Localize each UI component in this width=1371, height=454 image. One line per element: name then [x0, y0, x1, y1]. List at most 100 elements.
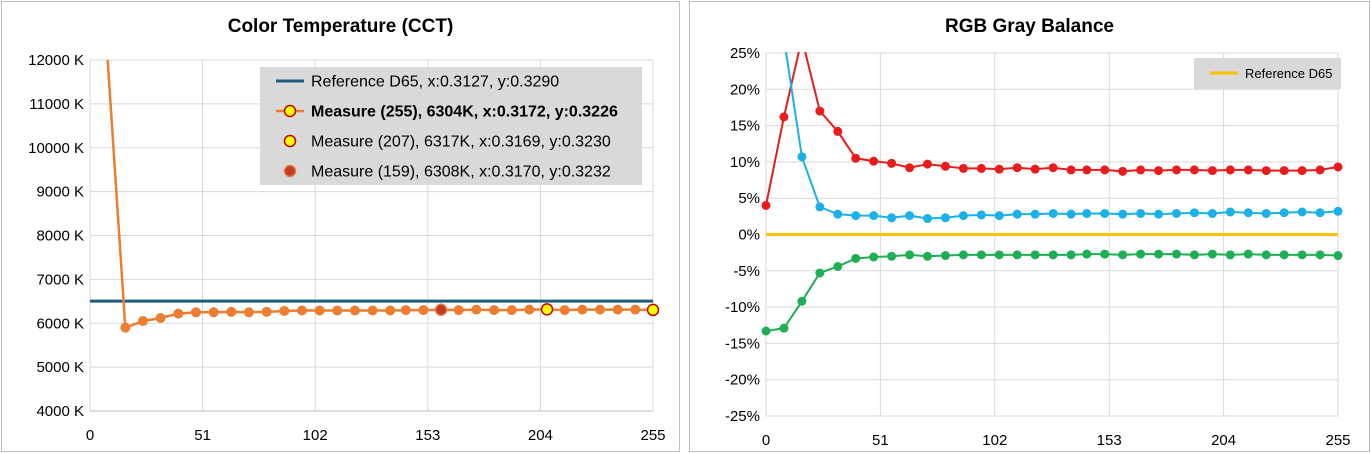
- measure-255-point: [453, 305, 464, 316]
- measure-255-point: [595, 304, 606, 315]
- legend-swatch-marker: [283, 164, 297, 178]
- blue-channel-point: [1189, 208, 1199, 218]
- green-channel-point: [1225, 250, 1235, 260]
- measure-255-point: [506, 305, 517, 316]
- blue-channel-point: [833, 209, 843, 219]
- green-channel-point: [1136, 249, 1146, 259]
- red-channel-point: [1189, 165, 1199, 175]
- cct-legend: [260, 67, 642, 185]
- red-channel-point: [761, 200, 771, 210]
- green-channel-point: [833, 261, 843, 271]
- green-channel-point: [923, 251, 933, 261]
- green-channel-point: [815, 268, 825, 278]
- legend-entry-label: Measure (159), 6308K, x:0.3170, y:0.3232: [311, 164, 611, 181]
- blue-channel-point: [1118, 209, 1128, 219]
- gray-balance-chart-svg: -25% -20% -15% -10% -5% 0% 5% 10% 15% 20% 25% 0 51 10…: [725, 45, 1351, 449]
- x-tick-label: 204: [528, 427, 553, 444]
- blue-channel-point: [1297, 207, 1307, 217]
- x-tick-label: 51: [872, 432, 889, 449]
- y-tick-label: -25%: [725, 408, 760, 425]
- cct-chart-panel: Color Temperature (CCT) 4000 K 5000 K 6000…: [1, 1, 680, 452]
- red-channel-point: [1082, 165, 1092, 175]
- red-channel-point: [779, 112, 789, 122]
- measure-255-point: [279, 305, 290, 316]
- green-channel-point: [1297, 250, 1307, 260]
- red-channel-point: [994, 164, 1004, 174]
- blue-channel-point: [1066, 209, 1076, 219]
- red-channel-point: [1261, 166, 1271, 176]
- green-channel-point: [1066, 250, 1076, 260]
- y-tick-label: 10%: [730, 154, 760, 171]
- cct-chart-svg: 4000 K 5000 K 6000 K 7000 K 8000 K 9000 K 1000…: [28, 52, 665, 444]
- measure-255-point: [314, 305, 325, 316]
- y-tick-label: 10000 K: [28, 140, 84, 157]
- red-channel-point: [1030, 164, 1040, 174]
- blue-channel-point: [976, 210, 986, 220]
- red-channel-point: [1297, 166, 1307, 176]
- red-channel-point: [1154, 166, 1164, 176]
- y-tick-label: 4000 K: [36, 403, 84, 420]
- red-channel-point: [976, 163, 986, 173]
- green-channel-point: [1154, 249, 1164, 259]
- y-tick-label: 5000 K: [36, 359, 84, 376]
- red-channel-point: [815, 106, 825, 116]
- green-channel-point: [994, 250, 1004, 260]
- legend-swatch-marker: [283, 104, 297, 118]
- blue-channel-point: [887, 213, 897, 223]
- green-channel-point: [940, 251, 950, 261]
- red-channel-point: [851, 153, 861, 163]
- x-tick-label: 153: [415, 427, 440, 444]
- measure-255-point: [385, 305, 396, 316]
- blue-channel-point: [851, 211, 861, 221]
- y-tick-label: 9000 K: [36, 184, 84, 201]
- measure-255-point: [155, 312, 166, 323]
- green-channel-point: [851, 253, 861, 263]
- legend-entry-label: Reference D65, x:0.3127, y:0.3290: [311, 74, 559, 91]
- y-tick-label: 7000 K: [36, 271, 84, 288]
- blue-channel-point: [797, 152, 807, 162]
- red-channel-point: [1315, 165, 1325, 175]
- y-tick-label: 8000 K: [36, 228, 84, 245]
- blue-channel-point: [1012, 209, 1022, 219]
- green-channel-point: [869, 252, 879, 262]
- red-channel-point: [887, 158, 897, 168]
- x-tick-label: 0: [762, 432, 770, 449]
- gray-balance-chart-title: RGB Gray Balance: [945, 16, 1114, 37]
- red-channel-point: [1225, 165, 1235, 175]
- blue-channel-point: [958, 211, 968, 221]
- green-channel-point: [761, 326, 771, 336]
- y-tick-label: 11000 K: [29, 96, 84, 113]
- measure-255-end-marker: [646, 303, 660, 317]
- legend-entry-label: Reference D65: [1245, 66, 1332, 81]
- y-tick-label: -15%: [725, 335, 760, 352]
- measure-255-point: [120, 322, 131, 333]
- red-channel-point: [1136, 165, 1146, 175]
- x-tick-label: 51: [194, 427, 211, 444]
- green-channel-point: [976, 250, 986, 260]
- measure-255-point: [367, 305, 378, 316]
- green-channel-series: [761, 249, 1343, 336]
- red-channel-point: [869, 156, 879, 166]
- y-tick-label: -10%: [725, 299, 760, 316]
- green-channel-point: [958, 250, 968, 260]
- measure-255-point: [226, 306, 237, 317]
- y-tick-label: 0%: [738, 227, 760, 244]
- gray-balance-chart-panel: RGB Gray Balance -25% -20% -15% -10% -5% 0% 5%…: [689, 1, 1370, 452]
- measure-159-marker: [434, 303, 448, 316]
- x-tick-label: 102: [303, 427, 328, 444]
- green-channel-point: [1118, 250, 1128, 260]
- measure-255-point: [400, 305, 411, 316]
- measure-255-point: [577, 304, 588, 315]
- green-channel-point: [1012, 250, 1022, 260]
- red-channel-point: [1012, 163, 1022, 173]
- measure-255-point: [630, 304, 641, 315]
- red-channel-point: [1100, 165, 1110, 175]
- green-channel-point: [779, 323, 789, 333]
- red-channel-point: [1333, 162, 1343, 172]
- red-channel-point: [1118, 166, 1128, 176]
- green-channel-point: [1082, 249, 1092, 259]
- y-tick-label: -5%: [733, 263, 760, 280]
- red-channel-series: [761, 52, 1343, 210]
- blue-channel-point: [1082, 208, 1092, 218]
- blue-channel-point: [994, 211, 1004, 221]
